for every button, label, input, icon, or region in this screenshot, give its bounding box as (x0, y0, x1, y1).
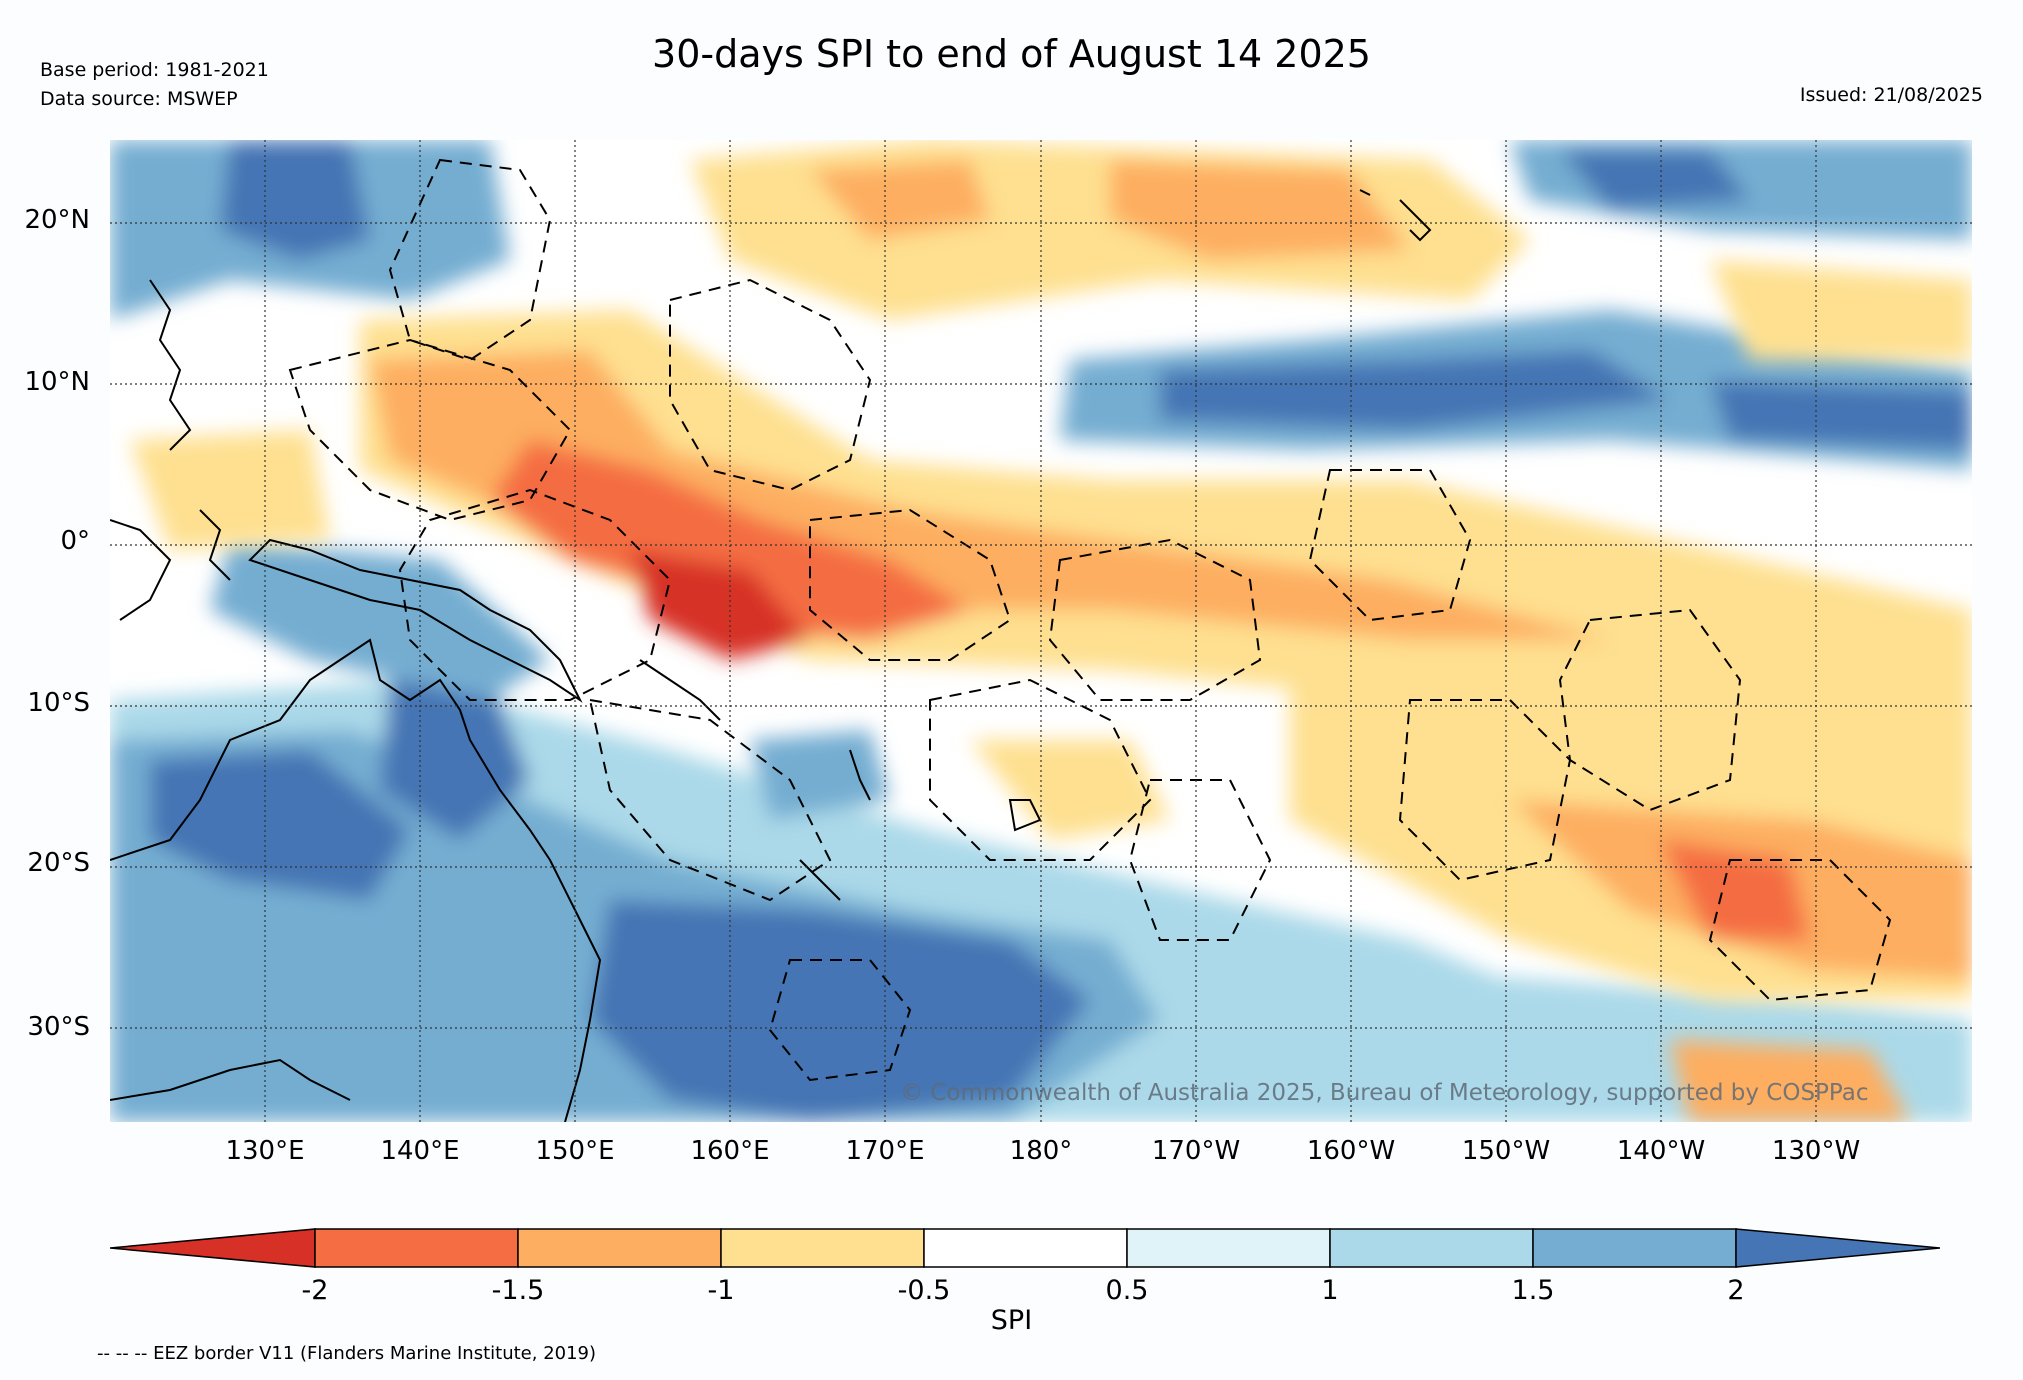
dry-region-north-core-2 (1110, 160, 1410, 260)
coastlines (110, 189, 1432, 1122)
lon-label-160e: 160°E (690, 1136, 770, 1166)
coast-philippines (149, 279, 192, 451)
lon-label-180: 180° (1009, 1136, 1073, 1166)
wet-region-south-core (150, 750, 410, 900)
dry-region-west (130, 430, 330, 550)
data-source: Data source: MSWEP (40, 88, 238, 110)
dry-region-hawaii-south (1710, 260, 1972, 360)
lat-label-20s: 20°S (27, 848, 90, 878)
coast-new-guinea (248, 538, 583, 703)
eez-footnote: -- -- -- EEZ border V11 (Flanders Marine… (97, 1343, 597, 1364)
dry-region-se-core (1660, 840, 1810, 940)
wet-region-png (210, 540, 550, 700)
colorbar-segment-1 (314, 1228, 519, 1268)
wet-region-itcz-east (1710, 380, 1972, 450)
dry-region-north-core (810, 160, 990, 240)
wet-region-hawaii-core (1560, 150, 1750, 210)
spi-map (110, 140, 1972, 1122)
lat-label-10n: 10°N (24, 367, 90, 397)
wet-region-vanuatu (750, 730, 890, 820)
colorbar-tick-1-5: 1.5 (1511, 1275, 1555, 1306)
spi-field-dry (130, 140, 1972, 1122)
colorbar-segment-3 (720, 1228, 925, 1268)
colorbar-arrow-high (1735, 1228, 1940, 1268)
colorbar-segment-2 (517, 1228, 722, 1268)
dry-region-fiji (970, 740, 1170, 840)
colorbar-arrow-low (110, 1228, 316, 1268)
lon-label-150e: 150°E (535, 1136, 615, 1166)
lat-label-30s: 30°S (27, 1012, 90, 1042)
header-info: Base period: 1981-2021 Data source: MSWE… (40, 56, 269, 114)
colorbar-tick-2: 2 (1727, 1275, 1745, 1306)
lon-label-160w: 160°W (1306, 1136, 1396, 1166)
spi-field (110, 140, 1972, 1122)
lat-label-0: 0° (60, 526, 90, 556)
lon-label-150w: 150°W (1461, 1136, 1551, 1166)
coast-vanuatu (849, 749, 871, 801)
colorbar-tick-m1: -1 (707, 1275, 735, 1306)
wet-region-nw-core (220, 140, 370, 260)
lon-label-170e: 170°E (845, 1136, 925, 1166)
lon-label-140w: 140°W (1616, 1136, 1706, 1166)
issued-date: Issued: 21/08/2025 (1799, 84, 1983, 106)
colorbar-segment-4 (923, 1228, 1128, 1268)
coast-hawaii (1359, 189, 1432, 242)
colorbar-tick-1: 1 (1321, 1275, 1339, 1306)
colorbar-tick-m1-5: -1.5 (491, 1275, 545, 1306)
copyright-notice: © Commonwealth of Australia 2025, Bureau… (900, 1080, 1869, 1106)
lat-label-10s: 10°S (27, 688, 90, 718)
colorbar-segment-7 (1532, 1228, 1737, 1268)
colorbar-tick-m2: -2 (301, 1275, 329, 1306)
dry-region-solomon-core (630, 550, 810, 660)
coast-australia-south (110, 1058, 351, 1101)
wet-region-itcz-core (1160, 350, 1670, 430)
colorbar-tick-0-5: 0.5 (1105, 1275, 1149, 1306)
eez-borders (288, 158, 1892, 1082)
lon-label-130e: 130°E (225, 1136, 305, 1166)
page-title: 30-days SPI to end of August 14 2025 (652, 32, 1371, 76)
base-period: Base period: 1981-2021 (40, 59, 269, 81)
lon-label-170w: 170°W (1151, 1136, 1241, 1166)
colorbar-segment-5 (1126, 1228, 1331, 1268)
colorbar-segment-6 (1329, 1228, 1534, 1268)
lat-label-20n: 20°N (24, 205, 90, 235)
coast-solomons (639, 659, 721, 721)
coast-australia (110, 638, 602, 1122)
colorbar-label: SPI (990, 1305, 1033, 1336)
colorbar (110, 1228, 1940, 1268)
lon-label-140e: 140°E (380, 1136, 460, 1166)
gridlines (110, 140, 1972, 1122)
colorbar-tick-m0-5: -0.5 (897, 1275, 951, 1306)
wet-region-tasman-core (590, 900, 1090, 1122)
coast-fiji (1008, 799, 1042, 832)
lon-label-130w: 130°W (1771, 1136, 1861, 1166)
dry-region-far-se (1670, 1040, 1910, 1122)
wet-region-australia-east (380, 680, 530, 840)
